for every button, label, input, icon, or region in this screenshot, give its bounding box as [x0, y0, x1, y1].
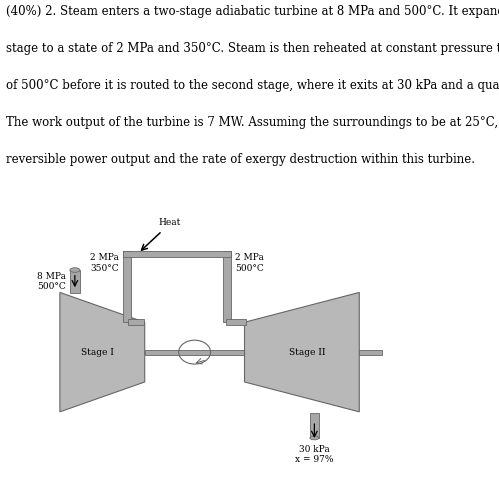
Bar: [123, 251, 231, 257]
Polygon shape: [60, 292, 145, 412]
Text: 8 MPa
500°C: 8 MPa 500°C: [37, 272, 66, 291]
Ellipse shape: [310, 436, 319, 440]
Text: (40%) 2. Steam enters a two-stage adiabatic turbine at 8 MPa and 500°C. It expan: (40%) 2. Steam enters a two-stage adiaba…: [6, 5, 499, 18]
Bar: [123, 251, 131, 322]
Text: 2 MPa
350°C: 2 MPa 350°C: [90, 253, 119, 273]
Bar: [226, 319, 246, 325]
Ellipse shape: [70, 268, 80, 272]
Text: reversible power output and the rate of exergy destruction within this turbine.: reversible power output and the rate of …: [6, 153, 475, 166]
Text: stage to a state of 2 MPa and 350°C. Steam is then reheated at constant pressure: stage to a state of 2 MPa and 350°C. Ste…: [6, 42, 499, 55]
Polygon shape: [245, 292, 359, 412]
Text: 2 MPa
500°C: 2 MPa 500°C: [235, 253, 264, 273]
Bar: [70, 270, 80, 293]
Text: 30 kPa
x = 97%: 30 kPa x = 97%: [295, 445, 334, 464]
Bar: [359, 350, 382, 355]
Bar: [223, 251, 231, 322]
Text: Heat: Heat: [159, 218, 181, 227]
Bar: [128, 319, 144, 325]
Text: The work output of the turbine is 7 MW. Assuming the surroundings to be at 25°C,: The work output of the turbine is 7 MW. …: [6, 116, 499, 129]
Text: Stage I: Stage I: [81, 348, 114, 357]
Text: of 500°C before it is routed to the second stage, where it exits at 30 kPa and a: of 500°C before it is routed to the seco…: [6, 79, 499, 92]
Bar: [145, 350, 245, 355]
Text: Stage II: Stage II: [288, 348, 325, 357]
Bar: [310, 412, 319, 438]
